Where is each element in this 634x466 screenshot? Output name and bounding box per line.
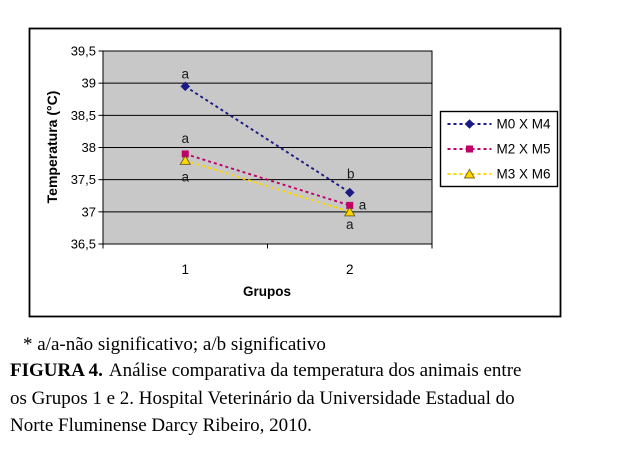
point-label: b	[347, 167, 355, 182]
legend-label: M0 X M4	[497, 117, 552, 132]
figure-chart: 36,5 37 37,5 38 38,5 39 39,5 1 2 Grupos Temperatur…	[28, 27, 562, 318]
marker-triangle-icon	[463, 168, 476, 179]
figure-caption-line-1: FIGURA 4. Análise comparativa da temperat…	[10, 360, 521, 382]
y-tick-label: 38,5	[71, 108, 96, 123]
figure-note: * a/a-não significativo; a/b significati…	[23, 334, 326, 355]
marker-triangle-icon	[179, 154, 192, 165]
point-label: a	[359, 197, 367, 212]
legend-item: M3 X M6	[447, 167, 551, 182]
marker-square-icon	[181, 150, 189, 158]
point-label: a	[181, 66, 189, 81]
legend-item: M2 X M5	[447, 142, 551, 157]
x-tick-label: 2	[346, 262, 354, 277]
point-label: a	[346, 217, 354, 232]
y-tick-label: 37	[82, 204, 96, 219]
marker-triangle-icon	[343, 206, 356, 217]
series-M2-X-M5: aa	[181, 131, 366, 212]
y-tick-label: 36,5	[71, 237, 96, 252]
series-M0-X-M4: ab	[180, 66, 355, 198]
legend: M0 X M4 M2 X M5 M3 X M6	[439, 110, 559, 188]
x-tick-label: 1	[181, 262, 189, 277]
y-axis-title: Temperatura (°C)	[44, 91, 60, 204]
y-tick-label: 37,5	[71, 172, 96, 187]
figure-caption-label: FIGURA 4.	[10, 360, 103, 381]
y-tick-label: 38	[82, 140, 96, 155]
legend-label: M2 X M5	[497, 142, 551, 157]
legend-label: M3 X M6	[497, 167, 551, 182]
figure-caption-line-2: os Grupos 1 e 2. Hospital Veterinário da…	[10, 388, 515, 409]
y-tick-label: 39,5	[71, 44, 96, 59]
marker-diamond-icon	[344, 187, 355, 198]
figure-caption-line-3: Norte Fluminense Darcy Ribeiro, 2010.	[10, 415, 312, 436]
series-line	[184, 85, 351, 194]
x-axis-title: Grupos	[243, 284, 291, 299]
y-tick-label: 39	[82, 76, 96, 91]
series-M3-X-M6: aa	[179, 154, 356, 232]
marker-square-icon	[466, 145, 473, 153]
legend-item: M0 X M4	[447, 117, 552, 132]
point-label: a	[181, 169, 189, 184]
point-label: a	[181, 131, 189, 146]
figure-caption-text: Análise comparativa da temperatura dos a…	[108, 360, 522, 381]
series-line	[184, 159, 351, 213]
marker-diamond-icon	[464, 119, 475, 129]
marker-square-icon	[346, 201, 354, 209]
marker-diamond-icon	[180, 81, 191, 92]
series-line	[184, 153, 351, 207]
